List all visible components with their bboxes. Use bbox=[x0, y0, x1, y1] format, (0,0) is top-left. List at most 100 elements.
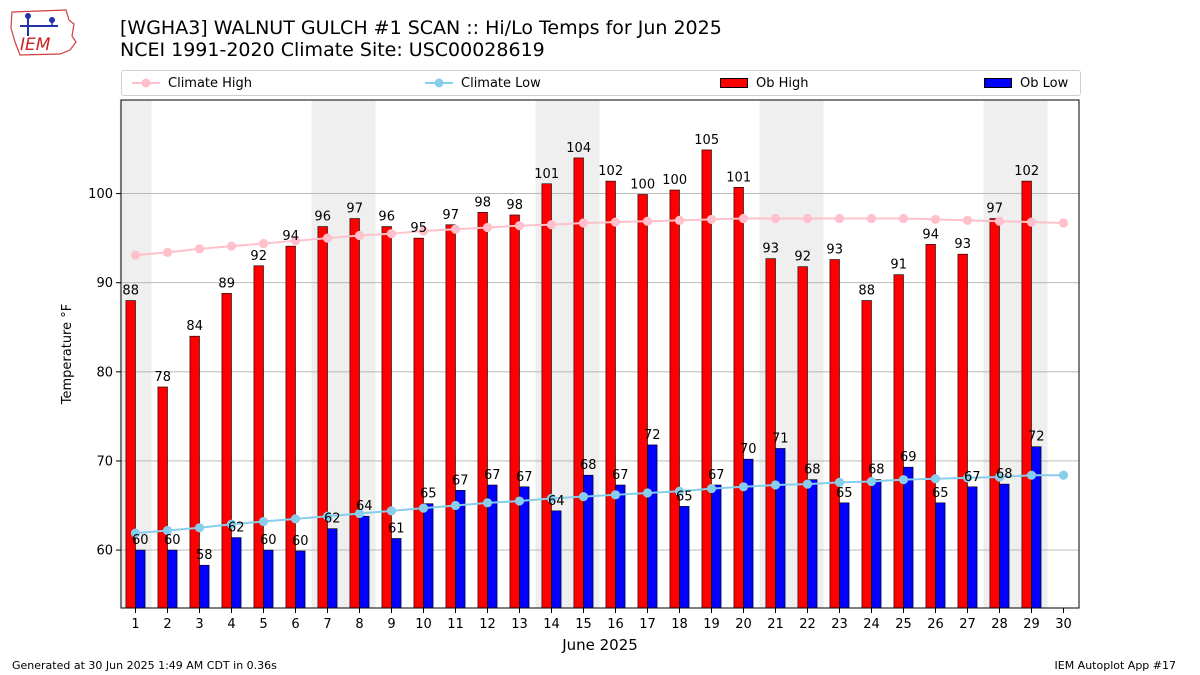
ob-high-label: 88 bbox=[858, 284, 875, 299]
legend-item-climate-low: Climate Low bbox=[425, 71, 541, 95]
ob-high-bar bbox=[125, 300, 136, 609]
y-tick-label: 100 bbox=[88, 187, 113, 202]
climate-low-point bbox=[738, 482, 749, 492]
ob-high-swatch bbox=[720, 78, 748, 88]
plot-frame bbox=[120, 99, 1080, 609]
ob-low-label: 58 bbox=[196, 548, 213, 563]
ob-low-label: 67 bbox=[964, 470, 981, 485]
climate-high-point bbox=[770, 213, 781, 224]
x-tick-label: 27 bbox=[959, 617, 976, 632]
ob-high-label: 78 bbox=[154, 370, 171, 385]
climate-low-point bbox=[706, 483, 717, 494]
climate-low-point bbox=[194, 523, 205, 533]
ob-high-bar bbox=[157, 386, 168, 609]
climate-high-point bbox=[354, 230, 365, 241]
climate-low-point bbox=[130, 528, 141, 538]
climate-high-point bbox=[610, 217, 621, 227]
ob-low-label: 60 bbox=[132, 533, 149, 548]
ob-low-bar bbox=[711, 484, 722, 609]
ob-low-bar bbox=[423, 503, 434, 609]
ob-high-bar bbox=[957, 253, 968, 609]
climate-low-point bbox=[866, 476, 877, 487]
climate-low-point bbox=[258, 516, 269, 527]
ob-low-bar bbox=[999, 483, 1010, 609]
x-tick-label: 11 bbox=[447, 617, 464, 632]
x-tick-label: 17 bbox=[639, 617, 656, 632]
climate-low-point bbox=[834, 477, 845, 487]
ob-low-bar bbox=[391, 538, 402, 609]
climate-low-point bbox=[322, 511, 333, 521]
ob-high-label: 105 bbox=[694, 133, 719, 148]
ob-high-label: 98 bbox=[474, 195, 491, 210]
ob-high-bar bbox=[189, 335, 200, 609]
ob-low-label: 67 bbox=[612, 468, 629, 483]
legend-label: Climate Low bbox=[461, 75, 541, 91]
climate-low-point bbox=[994, 472, 1005, 482]
ob-low-label: 62 bbox=[324, 512, 341, 527]
climate-high-point bbox=[642, 216, 653, 226]
climate-high-point bbox=[194, 244, 205, 254]
ob-high-label: 101 bbox=[726, 170, 751, 185]
x-tick-label: 28 bbox=[991, 617, 1008, 632]
chart-title: [WGHA3] WALNUT GULCH #1 SCAN :: Hi/Lo Te… bbox=[120, 17, 722, 39]
ob-low-bar bbox=[935, 502, 946, 609]
ob-high-bar bbox=[541, 183, 552, 609]
climate-high-swatch bbox=[132, 78, 160, 88]
ob-low-bar bbox=[327, 528, 338, 609]
x-tick-label: 22 bbox=[799, 617, 816, 632]
climate-low-point bbox=[802, 479, 813, 489]
x-tick-label: 23 bbox=[831, 617, 848, 632]
ob-low-label: 68 bbox=[996, 467, 1013, 482]
ob-low-bar bbox=[871, 479, 882, 609]
ob-high-label: 98 bbox=[506, 198, 523, 213]
climate-low-point bbox=[290, 514, 301, 524]
ob-high-bar bbox=[317, 226, 328, 609]
climate-low-point bbox=[642, 488, 653, 498]
climate-high-point bbox=[1058, 218, 1069, 228]
climate-high-point bbox=[546, 220, 557, 230]
climate-low-point bbox=[770, 480, 781, 490]
ob-high-label: 104 bbox=[566, 141, 591, 156]
ob-low-bar bbox=[647, 444, 658, 609]
ob-low-bar bbox=[551, 510, 562, 609]
ob-high-bar bbox=[413, 237, 424, 609]
x-tick-label: 10 bbox=[415, 617, 432, 632]
climate-high-line bbox=[135, 217, 1064, 257]
ob-high-bar bbox=[637, 194, 648, 609]
ob-high-label: 93 bbox=[954, 237, 971, 252]
ob-high-bar bbox=[797, 266, 808, 609]
climate-high-point bbox=[482, 222, 493, 233]
climate-low-point bbox=[898, 475, 909, 485]
climate-low-point bbox=[386, 506, 397, 516]
ob-high-bar bbox=[861, 300, 872, 609]
climate-high-point bbox=[962, 215, 973, 225]
x-tick-label: 24 bbox=[863, 617, 880, 632]
ob-high-label: 91 bbox=[890, 258, 907, 273]
x-tick-label: 2 bbox=[163, 617, 171, 632]
climate-high-point bbox=[418, 226, 429, 236]
ob-high-label: 95 bbox=[410, 221, 427, 236]
climate-high-point bbox=[130, 250, 141, 260]
legend-label: Ob High bbox=[756, 75, 809, 91]
ob-low-label: 71 bbox=[772, 431, 789, 446]
ob-high-label: 100 bbox=[630, 177, 655, 192]
x-tick-label: 15 bbox=[575, 617, 592, 632]
legend-item-climate-high: Climate High bbox=[132, 71, 252, 95]
ob-low-label: 72 bbox=[1028, 430, 1045, 445]
x-tick-label: 26 bbox=[927, 617, 944, 632]
climate-high-point bbox=[226, 241, 237, 251]
legend-item-ob-high: Ob High bbox=[720, 71, 809, 95]
chart-subtitle: NCEI 1991-2020 Climate Site: USC00028619 bbox=[120, 39, 545, 61]
x-tick-label: 19 bbox=[703, 617, 720, 632]
climate-high-point bbox=[386, 229, 397, 239]
ob-low-label: 62 bbox=[228, 521, 245, 536]
ob-low-bar bbox=[743, 458, 754, 609]
ob-high-bar bbox=[893, 274, 904, 609]
app-note: IEM Autoplot App #17 bbox=[1054, 659, 1177, 672]
ob-low-label: 67 bbox=[516, 470, 533, 485]
ob-high-label: 97 bbox=[442, 208, 459, 223]
ob-low-label: 65 bbox=[676, 489, 693, 504]
ob-low-label: 60 bbox=[292, 534, 309, 549]
x-tick-label: 3 bbox=[195, 617, 203, 632]
